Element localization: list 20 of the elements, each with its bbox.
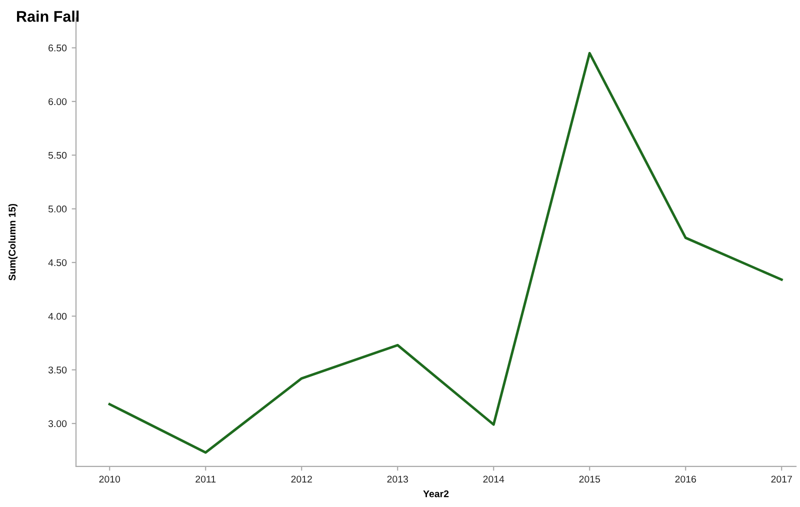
- x-tick-label: 2016: [675, 476, 696, 483]
- x-tick-label: 2015: [579, 476, 600, 483]
- x-tick-label: 2011: [196, 476, 216, 483]
- y-tick-label: 3.50: [48, 366, 67, 374]
- y-tick-label: 4.00: [48, 312, 67, 320]
- y-tick-label: 6.50: [48, 44, 67, 52]
- x-tick-label: 2014: [483, 476, 504, 483]
- x-tick-label: 2012: [291, 476, 312, 483]
- line-series: [108, 52, 783, 454]
- y-tick-label: 3.00: [48, 420, 67, 428]
- x-tick-label: 2017: [771, 476, 792, 483]
- x-tick-label: 2013: [387, 476, 408, 483]
- y-tick-label: 5.50: [48, 152, 67, 159]
- y-tick-label: 5.00: [48, 206, 67, 212]
- y-tick-label: 4.50: [48, 259, 67, 266]
- y-tick-label: 6.00: [48, 98, 67, 106]
- chart-title: Rain Fall: [17, 10, 79, 22]
- x-axis-title: Year2: [423, 490, 449, 498]
- x-tick-label: 2010: [99, 476, 120, 483]
- y-axis-title: Sum(Column 15): [8, 204, 18, 280]
